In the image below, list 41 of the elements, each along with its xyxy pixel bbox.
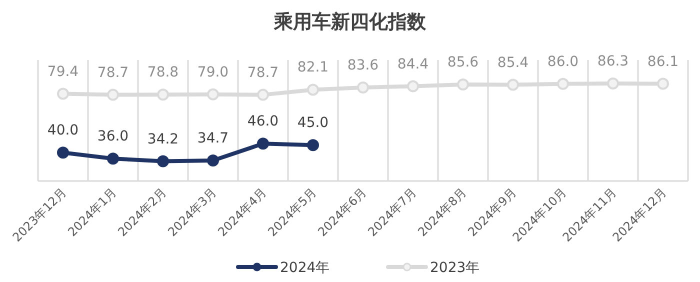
point: [407, 80, 419, 92]
point: [657, 78, 669, 90]
point: [157, 155, 169, 168]
data-label: 83.6: [347, 57, 379, 74]
data-label: 85.4: [497, 54, 529, 71]
point: [607, 77, 619, 90]
data-label: 86.0: [547, 54, 579, 70]
point: [357, 81, 369, 94]
data-label: 86.3: [597, 53, 629, 70]
data-label: 45.0: [297, 115, 329, 132]
data-label: 82.1: [297, 60, 329, 76]
point: [257, 138, 269, 150]
legend-label: 2024年: [280, 260, 330, 276]
point: [157, 88, 169, 101]
data-label: 34.2: [147, 131, 179, 148]
data-label: 85.6: [447, 54, 479, 70]
data-label: 84.4: [397, 56, 429, 72]
data-label: 40.0: [47, 122, 79, 139]
data-label: 78.7: [247, 64, 279, 81]
point: [307, 84, 319, 96]
point: [57, 88, 69, 100]
point: [107, 152, 119, 165]
data-label: 79.0: [197, 64, 229, 80]
data-label: 78.8: [147, 64, 179, 81]
data-label: 79.4: [47, 64, 79, 80]
legend-label: 2023年: [430, 260, 480, 276]
point: [457, 78, 469, 90]
point: [557, 78, 569, 90]
point: [107, 88, 119, 101]
point: [207, 154, 219, 167]
data-label: 78.7: [97, 64, 129, 81]
data-label: 86.1: [647, 54, 679, 70]
point: [507, 78, 519, 91]
data-label: 36.0: [97, 128, 129, 145]
point: [207, 88, 219, 100]
chart-title: 乘用车新四化指数: [273, 11, 427, 33]
point: [307, 139, 319, 152]
data-label: 34.7: [197, 130, 229, 147]
point: [257, 88, 269, 101]
data-label: 46.0: [247, 114, 279, 130]
point: [57, 146, 69, 159]
